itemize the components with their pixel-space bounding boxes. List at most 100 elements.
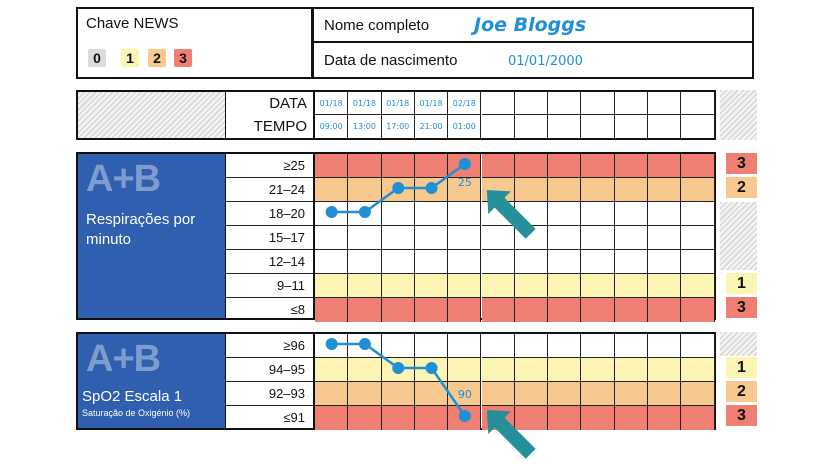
respiration-grid-cell	[681, 226, 715, 250]
date-cell	[514, 92, 549, 115]
news-key-title: Chave NEWS	[86, 15, 179, 32]
spo2-grid-cell	[614, 406, 648, 430]
time-label: TEMPO	[253, 118, 307, 135]
spo2-grid-cell	[348, 334, 382, 358]
respiration-grid-cell	[514, 154, 549, 178]
respiration-grid-cell	[548, 250, 582, 274]
spo2-grid-cell	[614, 382, 648, 406]
time-cell: 21:00	[415, 115, 449, 138]
respiration-range-label: 12–14	[225, 250, 313, 274]
respiration-score-badge: 3	[726, 153, 757, 174]
name-label: Nome completo	[324, 17, 430, 34]
spo2-range-labels: ≥96 94–95 92–93 ≤91	[225, 332, 315, 430]
respiration-grid-cell	[414, 298, 449, 322]
spo2-grid-cell	[315, 406, 349, 430]
dob-value: 01/01/2000	[508, 54, 583, 69]
respiration-grid-cell	[581, 202, 615, 226]
respiration-range-label: ≥25	[225, 154, 313, 178]
respiration-grid-cell	[348, 154, 382, 178]
spo2-score-hatch	[720, 332, 757, 356]
respiration-grid-cell	[548, 202, 582, 226]
respiration-grid-cell	[481, 178, 515, 202]
respiration-score-badge: 2	[726, 177, 757, 198]
respiration-grid-cell	[648, 154, 682, 178]
respiration-grid-cell	[681, 274, 715, 298]
spo2-grid-cell	[381, 382, 415, 406]
time-cell: 01:00	[448, 115, 482, 138]
date-cell	[481, 92, 515, 115]
respiration-grid-cell	[414, 202, 449, 226]
spo2-title: SpO2 Escala 1	[82, 388, 183, 405]
spo2-grid-cell	[481, 406, 515, 430]
key-score-1: 1	[121, 49, 139, 67]
respiration-title: Respirações por minuto	[86, 211, 196, 248]
spo2-score-badge: 2	[726, 381, 757, 402]
spo2-grid	[315, 332, 716, 430]
respiration-grid	[315, 152, 716, 322]
respiration-grid-cell	[414, 274, 449, 298]
respiration-grid-cell	[448, 154, 482, 178]
respiration-grid-cell	[448, 178, 482, 202]
spo2-grid-cell	[648, 358, 682, 382]
spo2-grid-cell	[548, 382, 582, 406]
respiration-grid-cell	[681, 178, 715, 202]
respiration-grid-cell	[514, 274, 549, 298]
respiration-grid-cell	[548, 274, 582, 298]
respiration-grid-cell	[381, 178, 415, 202]
respiration-range-label: 18–20	[225, 202, 313, 226]
respiration-grid-cell	[381, 274, 415, 298]
key-score-2: 2	[148, 49, 166, 67]
respiration-grid-cell	[614, 202, 648, 226]
respiration-grid-cell	[581, 250, 615, 274]
respiration-grid-cell	[315, 226, 349, 250]
spo2-grid-cell	[514, 406, 549, 430]
dob-label: Data de nascimento	[324, 52, 458, 69]
respiration-grid-cell	[614, 178, 648, 202]
respiration-grid-cell	[648, 250, 682, 274]
spo2-grid-cell	[381, 334, 415, 358]
respiration-grid-cell	[514, 202, 549, 226]
respiration-grid-cell	[681, 298, 715, 322]
respiration-grid-cell	[548, 178, 582, 202]
respiration-grid-cell	[614, 250, 648, 274]
spo2-grid-cell	[414, 406, 449, 430]
respiration-grid-cell	[315, 274, 349, 298]
header-hatch-right	[720, 90, 757, 140]
date-label: DATA	[269, 95, 307, 112]
respiration-grid-cell	[648, 202, 682, 226]
respiration-grid-cell	[581, 154, 615, 178]
respiration-grid-cell	[348, 226, 382, 250]
respiration-grid-cell	[548, 226, 582, 250]
respiration-grid-cell	[348, 274, 382, 298]
dob-row: Data de nascimento 01/01/2000	[314, 45, 752, 77]
date-cell	[681, 92, 715, 115]
respiration-grid-cell	[381, 298, 415, 322]
spo2-grid-cell	[548, 358, 582, 382]
news-key-box: Chave NEWS 0 1 2 3	[76, 7, 313, 79]
header-labels: DATA TEMPO	[225, 90, 315, 140]
date-cell	[614, 92, 648, 115]
spo2-grid-cell	[581, 358, 615, 382]
spo2-grid-cell	[614, 358, 648, 382]
respiration-grid-cell	[381, 202, 415, 226]
respiration-grid-cell	[514, 298, 549, 322]
spo2-grid-cell	[315, 382, 349, 406]
date-cell: 01/18	[381, 92, 415, 115]
respiration-grid-cell	[614, 274, 648, 298]
time-cell	[581, 115, 615, 138]
spo2-grid-cell	[348, 382, 382, 406]
spo2-grid-cell	[514, 382, 549, 406]
spo2-score-badge: 3	[726, 405, 757, 426]
spo2-grid-cell	[381, 406, 415, 430]
respiration-grid-cell	[414, 154, 449, 178]
respiration-grid-cell	[581, 298, 615, 322]
respiration-score-badge: 3	[726, 297, 757, 318]
respiration-range-label: 9–11	[225, 274, 313, 298]
respiration-grid-cell	[315, 202, 349, 226]
respiration-range-labels: ≥25 21–24 18–20 15–17 12–14 9–11 ≤8	[225, 152, 315, 320]
spo2-grid-cell	[648, 334, 682, 358]
date-cell: 01/18	[348, 92, 382, 115]
respiration-grid-cell	[514, 250, 549, 274]
respiration-grid-cell	[381, 226, 415, 250]
key-score-3: 3	[174, 49, 192, 67]
